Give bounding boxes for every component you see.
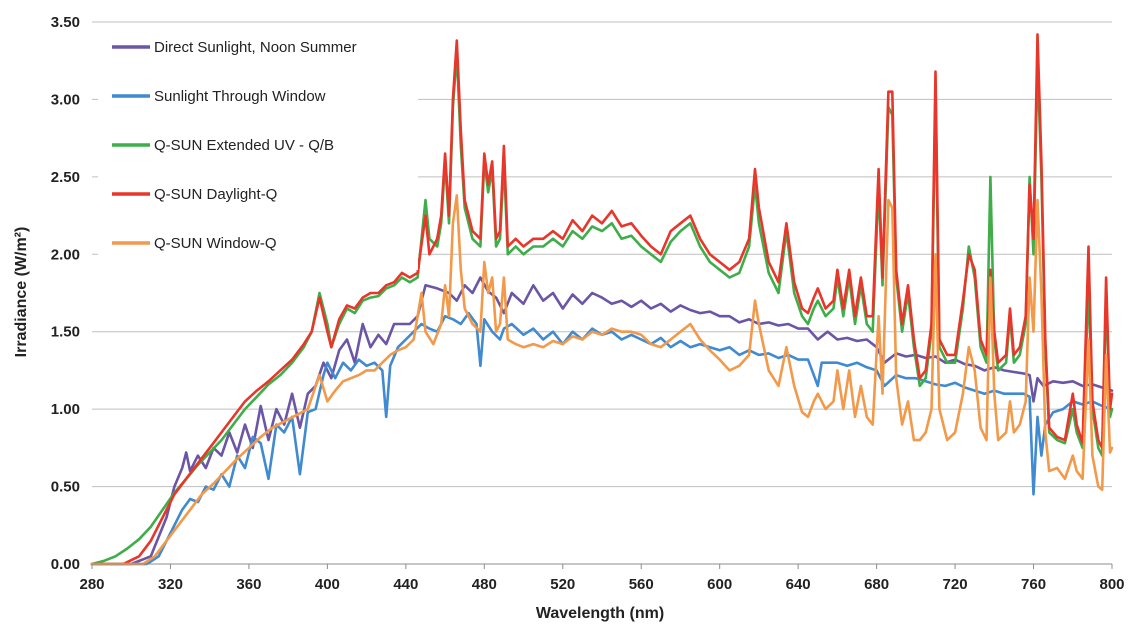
axes: 0.00 0.50 1.00 1.50 2.00 2.50 3.00 3.50 280 320 36… — [51, 14, 1125, 593]
x-tick-label: 600 — [707, 576, 732, 593]
series-line-2 — [90, 311, 1114, 566]
y-tick-label: 2.00 — [51, 246, 80, 263]
x-tick-label: 320 — [158, 576, 183, 593]
legend-label-4: Q-SUN Daylight-Q — [154, 186, 277, 203]
series-line-5 — [90, 194, 1114, 566]
x-tick-label: 360 — [236, 576, 261, 593]
x-tick-label: 640 — [786, 576, 811, 593]
y-tick-label: 3.50 — [51, 14, 80, 31]
y-tick-label: 1.00 — [51, 401, 80, 418]
y-axis-title: Irradiance (W/m²) — [13, 227, 30, 358]
x-tick-label: 800 — [1099, 576, 1124, 593]
legend-label-1: Direct Sunlight, Noon Summer — [154, 39, 357, 56]
x-tick-label: 440 — [393, 576, 418, 593]
x-tick-label: 280 — [79, 576, 104, 593]
x-tick-label: 480 — [472, 576, 497, 593]
x-tick-label: 560 — [629, 576, 654, 593]
x-tick-label: 680 — [864, 576, 889, 593]
series-line-4 — [90, 33, 1114, 566]
x-axis-title: Wavelength (nm) — [536, 605, 664, 622]
legend-label-2: Sunlight Through Window — [154, 88, 326, 105]
legend-label-3: Q-SUN Extended UV - Q/B — [154, 137, 334, 154]
y-tick-label: 0.00 — [51, 556, 80, 573]
legend-label-5: Q-SUN Window-Q — [154, 235, 277, 252]
y-tick-label: 1.50 — [51, 324, 80, 341]
x-tick-label: 760 — [1021, 576, 1046, 593]
series-line-1 — [90, 276, 1114, 566]
series-lines — [90, 33, 1114, 566]
legend-background — [98, 26, 418, 270]
y-tick-label: 2.50 — [51, 169, 80, 186]
y-tick-label: 3.00 — [51, 91, 80, 108]
x-tick-label: 720 — [943, 576, 968, 593]
legend: Direct Sunlight, Noon Summer Sunlight Thr… — [112, 39, 357, 252]
x-tick-label: 520 — [550, 576, 575, 593]
y-tick-label: 0.50 — [51, 479, 80, 496]
x-tick-label: 400 — [315, 576, 340, 593]
